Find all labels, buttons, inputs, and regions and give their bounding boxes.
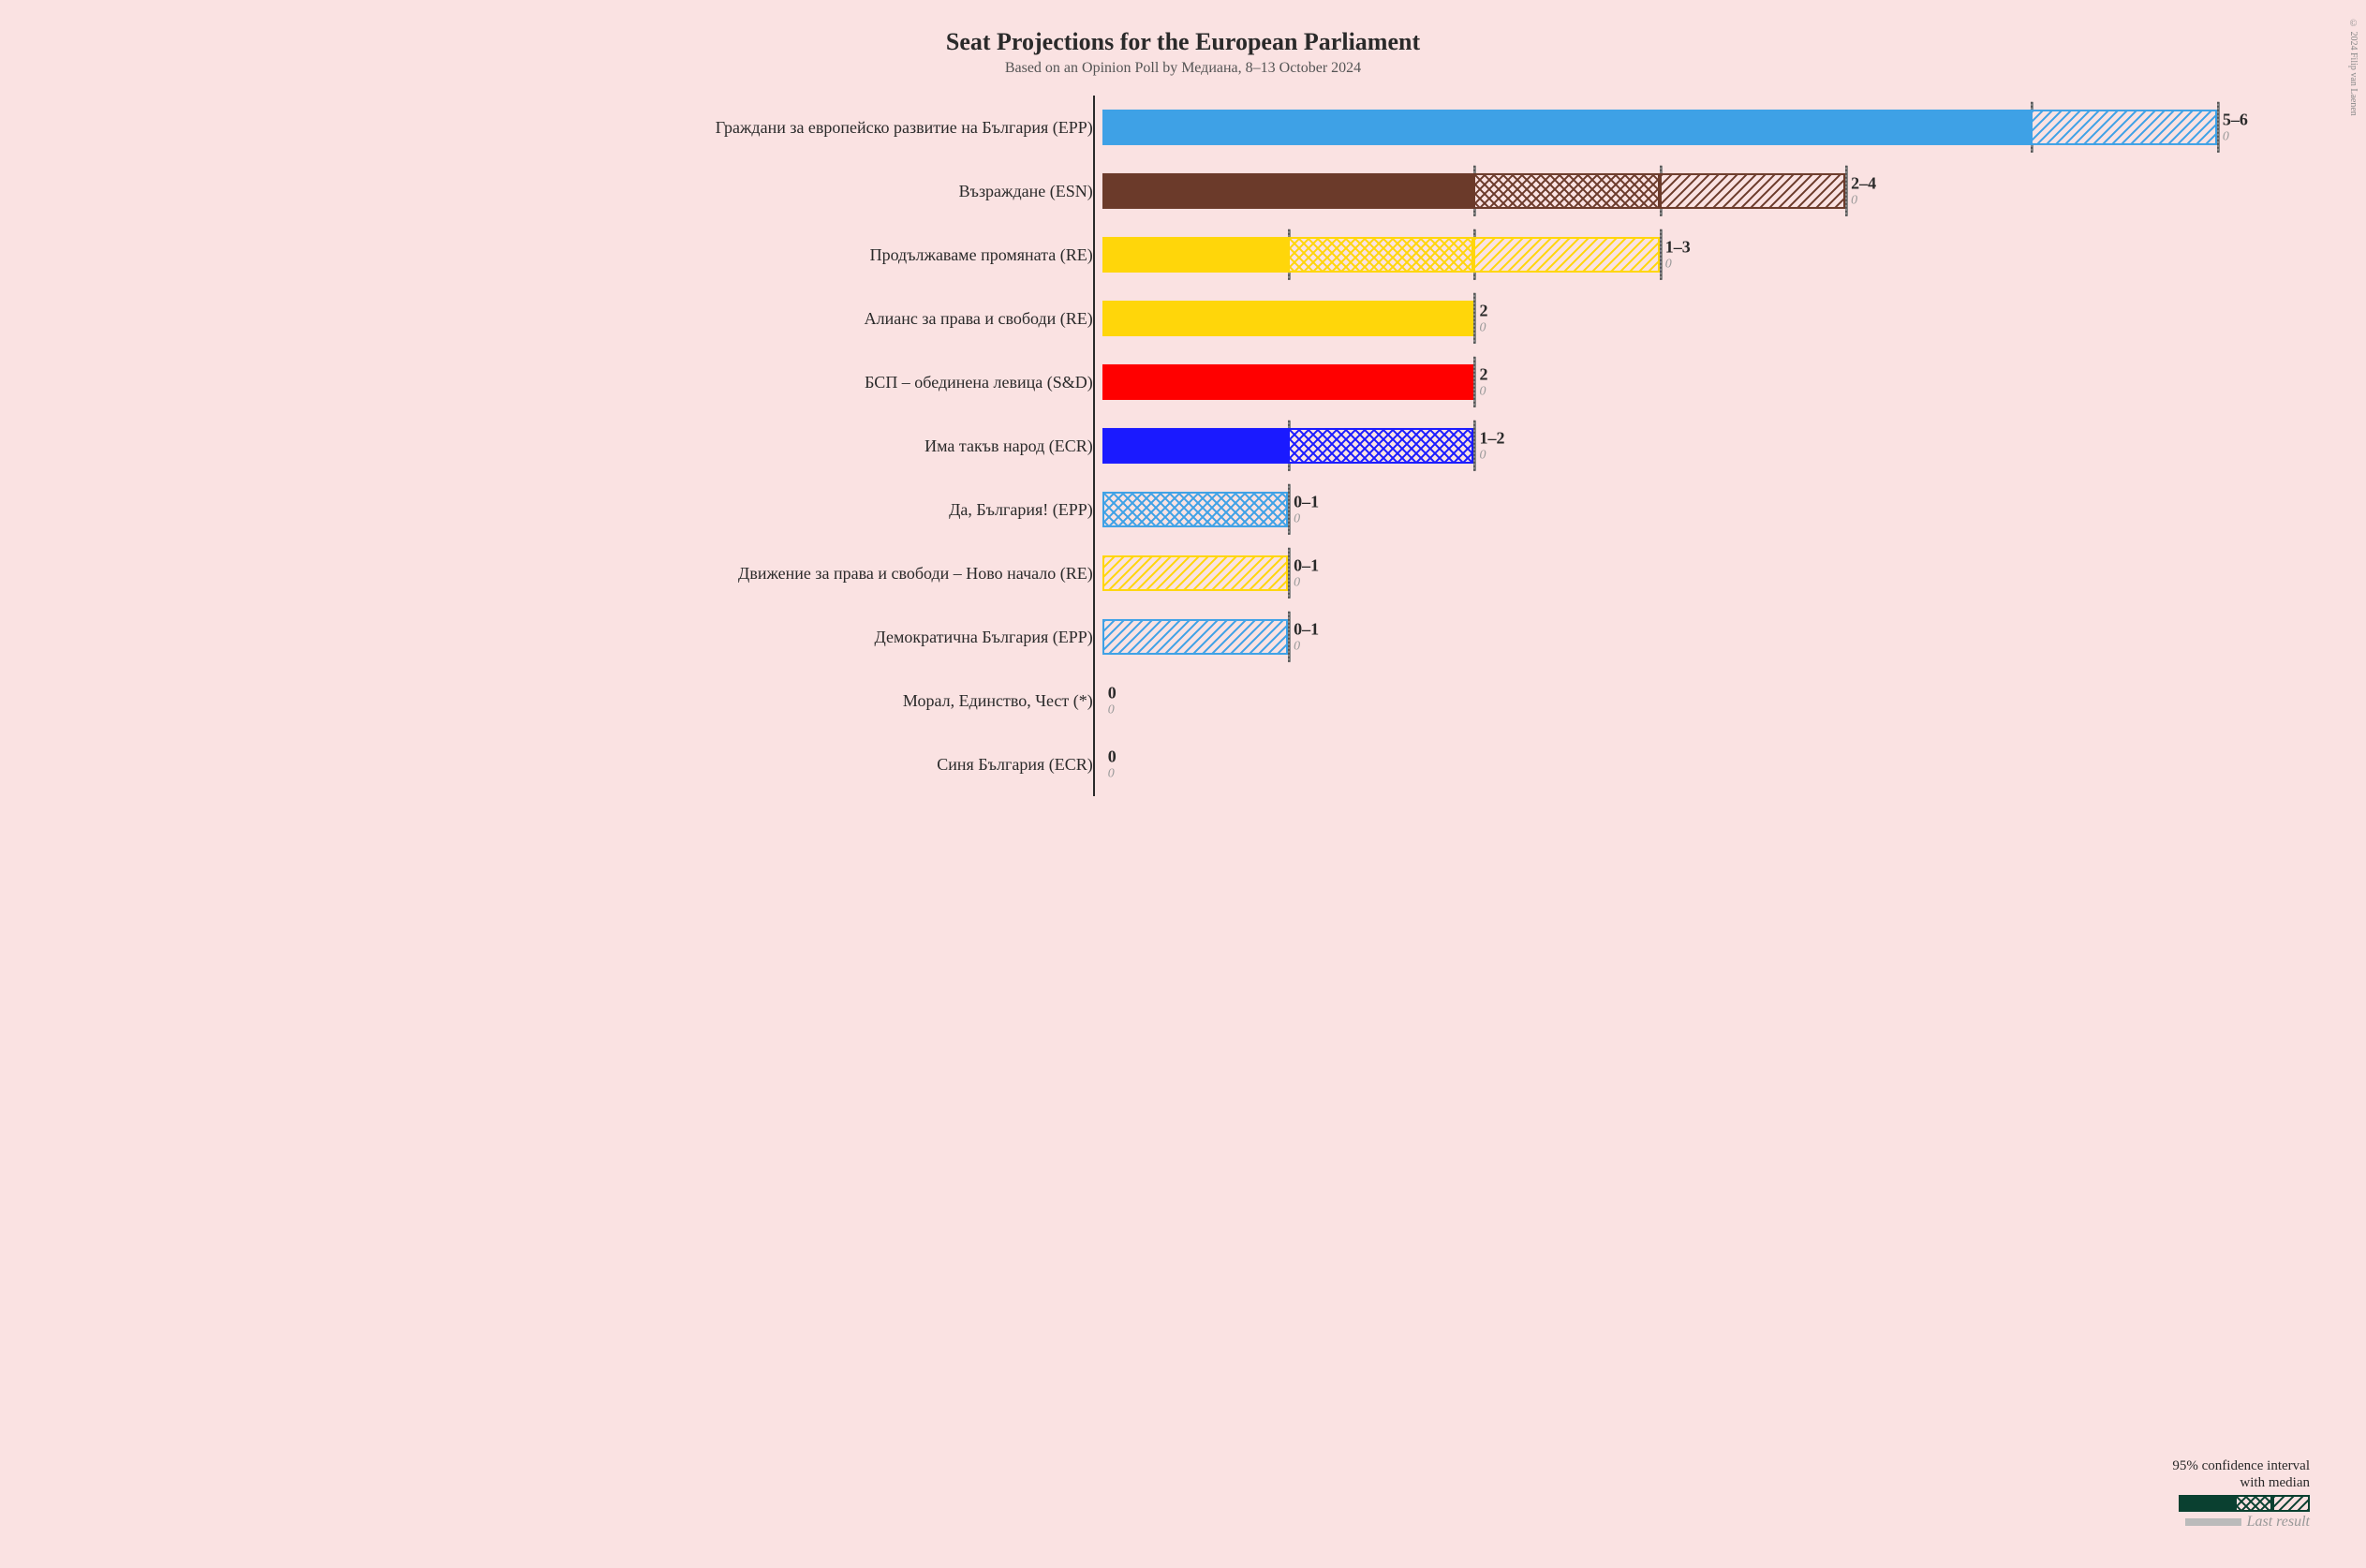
- party-label: Да, България! (EPP): [56, 500, 1102, 520]
- chart-title: Seat Projections for the European Parlia…: [56, 28, 2310, 56]
- value-labels: 1–20: [1473, 429, 1504, 462]
- chart-subtitle: Based on an Opinion Poll by Медиана, 8–1…: [56, 60, 2310, 77]
- legend-bar-row: [2172, 1495, 2310, 1512]
- value-range: 0–1: [1294, 620, 1319, 639]
- chart-row: Движение за права и свободи – Ново начал…: [56, 541, 2310, 605]
- legend-seg: [2179, 1495, 2235, 1512]
- legend-last-label: Last result: [2247, 1514, 2310, 1531]
- value-labels: 0–10: [1288, 620, 1319, 653]
- bar-area: 1–30: [1102, 223, 2310, 287]
- value-labels: 2–40: [1845, 174, 1876, 207]
- value-labels: 0–10: [1288, 556, 1319, 589]
- party-label: Продължаваме промяната (RE): [56, 245, 1102, 265]
- value-range: 2: [1479, 365, 1487, 384]
- legend: 95% confidence interval with median Last…: [2172, 1457, 2310, 1531]
- value-range: 1–3: [1665, 238, 1691, 257]
- value-range: 0: [1108, 747, 1116, 766]
- value-last: 0: [1479, 320, 1487, 334]
- value-range: 2: [1479, 302, 1487, 320]
- legend-line2: with median: [2172, 1474, 2310, 1491]
- legend-line1: 95% confidence interval: [2172, 1457, 2310, 1474]
- party-label: БСП – обединена левица (S&D): [56, 373, 1102, 392]
- bar-area: 5–60: [1102, 96, 2310, 159]
- chart-row: Синя България (ECR)00: [56, 732, 2310, 796]
- value-last: 0: [2223, 129, 2248, 143]
- chart-row: Продължаваме промяната (RE) 1–30: [56, 223, 2310, 287]
- chart-row: Има такъв народ (ECR) 1–20: [56, 414, 2310, 478]
- value-range: 0–1: [1294, 493, 1319, 511]
- bar-area: 0–10: [1102, 478, 2310, 541]
- bar-solid: [1102, 428, 1288, 464]
- bar-diag: [1102, 555, 1288, 591]
- value-range: 5–6: [2223, 111, 2248, 129]
- party-label: Алианс за права и свободи (RE): [56, 309, 1102, 329]
- bar-solid: [1102, 301, 1474, 336]
- bar-diag: [1473, 237, 1659, 273]
- bar-crosshatch: [1288, 428, 1473, 464]
- bar-crosshatch: [1102, 492, 1288, 527]
- chart-container: Seat Projections for the European Parlia…: [0, 0, 2366, 1568]
- value-last: 0: [1294, 639, 1319, 653]
- bar-diag: [2031, 110, 2216, 145]
- value-last: 0: [1108, 766, 1116, 780]
- bar-area: 0–10: [1102, 605, 2310, 669]
- value-range: 1–2: [1479, 429, 1504, 448]
- value-range: 2–4: [1851, 174, 1876, 193]
- party-label: Морал, Единство, Чест (*): [56, 691, 1102, 711]
- legend-seg: [2235, 1495, 2272, 1512]
- value-labels: 20: [1473, 365, 1487, 398]
- party-label: Движение за права и свободи – Ново начал…: [56, 564, 1102, 584]
- bar-crosshatch: [1473, 173, 1659, 209]
- legend-last-bar: [2185, 1518, 2241, 1526]
- value-last: 0: [1851, 193, 1876, 207]
- value-last: 0: [1108, 703, 1116, 717]
- party-label: Има такъв народ (ECR): [56, 436, 1102, 456]
- bar-solid: [1102, 237, 1288, 273]
- bar-area: 00: [1102, 732, 2310, 796]
- bar-area: 20: [1102, 350, 2310, 414]
- chart-row: Демократична България (EPP) 0–10: [56, 605, 2310, 669]
- value-last: 0: [1294, 511, 1319, 525]
- party-label: Възраждане (ESN): [56, 182, 1102, 201]
- value-labels: 5–60: [2217, 111, 2248, 143]
- party-label: Демократична България (EPP): [56, 628, 1102, 647]
- chart-row: Алианс за права и свободи (RE) 20: [56, 287, 2310, 350]
- value-last: 0: [1665, 257, 1691, 271]
- bar-solid: [1102, 364, 1474, 400]
- bar-solid: [1102, 173, 1474, 209]
- party-label: Синя България (ECR): [56, 755, 1102, 775]
- value-labels: 1–30: [1660, 238, 1691, 271]
- bar-area: 00: [1102, 669, 2310, 732]
- chart-rows: Граждани за европейско развитие на Бълга…: [56, 96, 2310, 796]
- value-labels: 00: [1102, 684, 1116, 717]
- bar-diag: [1102, 619, 1288, 655]
- legend-seg: [2272, 1495, 2310, 1512]
- chart-row: Да, България! (EPP) 0–10: [56, 478, 2310, 541]
- value-last: 0: [1479, 448, 1504, 462]
- party-label: Граждани за европейско развитие на Бълга…: [56, 118, 1102, 138]
- value-range: 0–1: [1294, 556, 1319, 575]
- legend-last-row: Last result: [2172, 1514, 2310, 1531]
- chart-row: Граждани за европейско развитие на Бълга…: [56, 96, 2310, 159]
- bar-crosshatch: [1288, 237, 1473, 273]
- bar-area: 0–10: [1102, 541, 2310, 605]
- chart-row: Възраждане (ESN) 2–40: [56, 159, 2310, 223]
- value-labels: 00: [1102, 747, 1116, 780]
- chart-row: БСП – обединена левица (S&D) 20: [56, 350, 2310, 414]
- value-labels: 20: [1473, 302, 1487, 334]
- chart-row: Морал, Единство, Чест (*)00: [56, 669, 2310, 732]
- copyright: © 2024 Filip van Laenen: [2348, 19, 2359, 116]
- bar-solid: [1102, 110, 2032, 145]
- value-last: 0: [1294, 575, 1319, 589]
- bar-diag: [1660, 173, 1845, 209]
- y-axis-line: [1093, 96, 1095, 796]
- value-last: 0: [1479, 384, 1487, 398]
- bar-area: 20: [1102, 287, 2310, 350]
- value-range: 0: [1108, 684, 1116, 703]
- bar-area: 1–20: [1102, 414, 2310, 478]
- value-labels: 0–10: [1288, 493, 1319, 525]
- bar-area: 2–40: [1102, 159, 2310, 223]
